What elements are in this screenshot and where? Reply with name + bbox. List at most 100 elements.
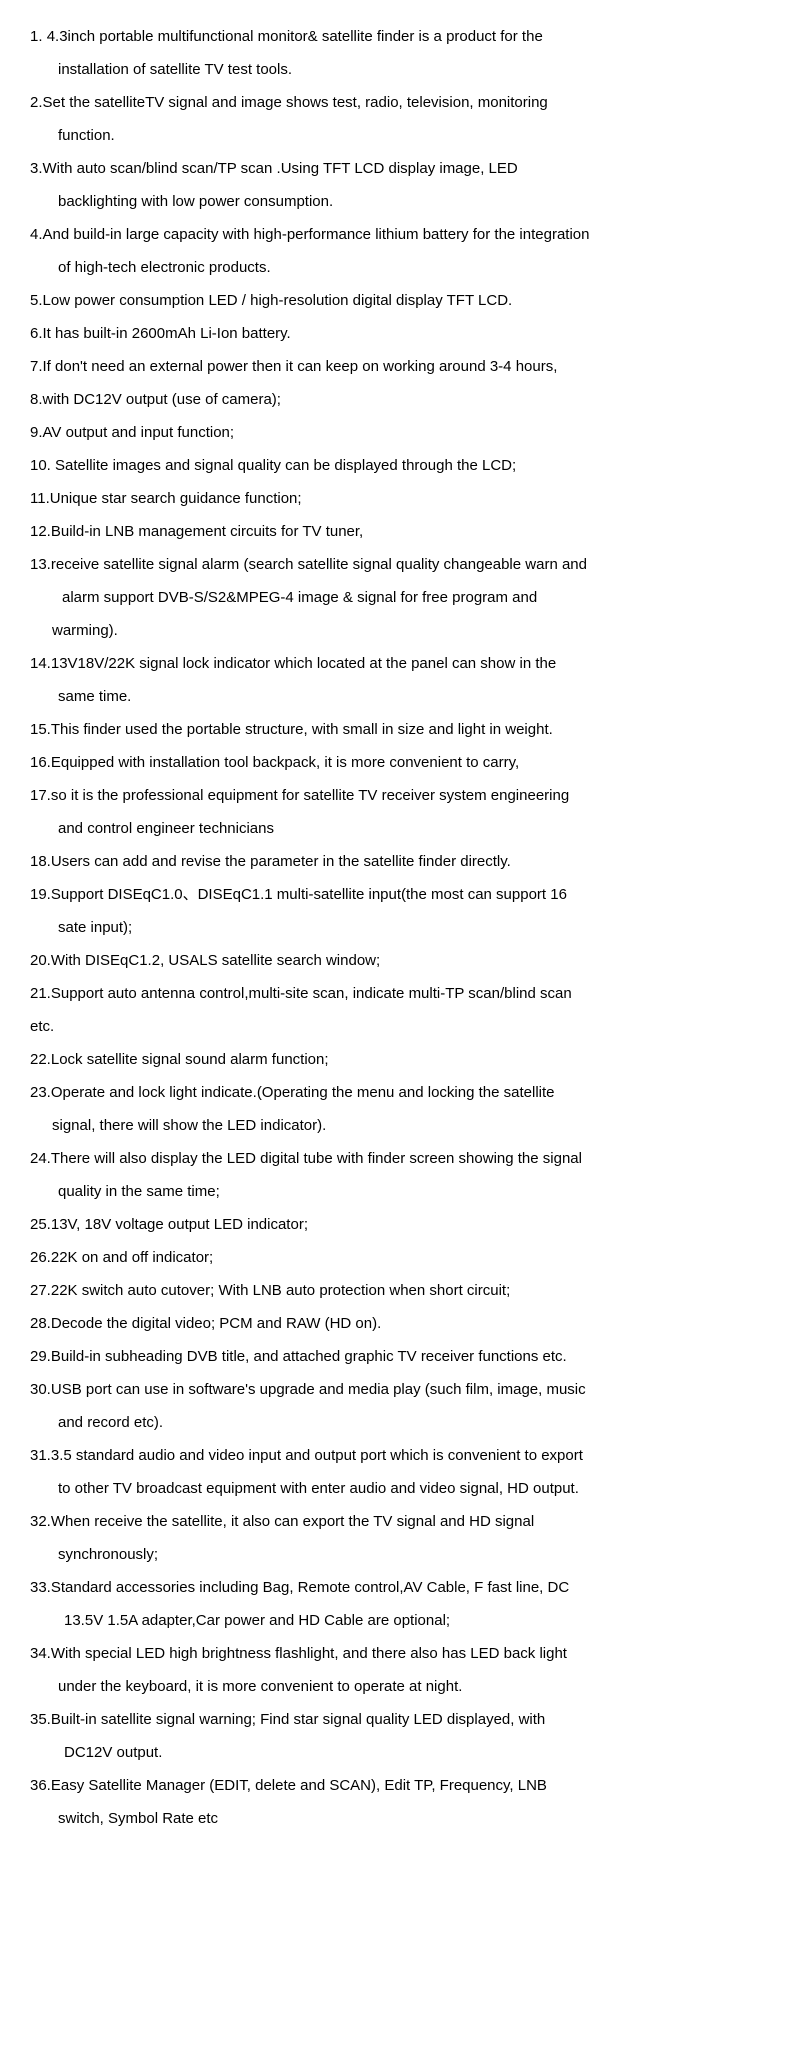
item-text: AV output and input function; (43, 424, 235, 441)
item-continuation: switch, Symbol Rate etc (30, 1802, 770, 1835)
list-item: 15.This finder used the portable structu… (30, 713, 770, 746)
list-item: 23.Operate and lock light indicate.(Oper… (30, 1076, 770, 1142)
item-number: 26. (30, 1249, 51, 1266)
item-text: With special LED high brightness flashli… (51, 1645, 567, 1662)
item-text: Support auto antenna control,multi-site … (51, 985, 572, 1002)
item-continuation: signal, there will show the LED indicato… (30, 1109, 770, 1142)
list-item: 10. Satellite images and signal quality … (30, 449, 770, 482)
list-item-firstline: 26.22K on and off indicator; (30, 1241, 770, 1274)
item-text: With auto scan/blind scan/TP scan .Using… (43, 160, 518, 177)
item-number: 2. (30, 94, 43, 111)
item-number: 11. (30, 490, 50, 507)
item-text: 4.3inch portable multifunctional monitor… (47, 28, 543, 45)
item-text: Set the satelliteTV signal and image sho… (43, 94, 548, 111)
item-text: This finder used the portable structure,… (51, 721, 553, 738)
list-item: 11.Unique star search guidance function; (30, 482, 770, 515)
list-item: 28.Decode the digital video; PCM and RAW… (30, 1307, 770, 1340)
list-item-firstline: 36.Easy Satellite Manager (EDIT, delete … (30, 1769, 770, 1802)
item-continuation: same time. (30, 680, 770, 713)
item-continuation: and record etc). (30, 1406, 770, 1439)
list-item-firstline: 18.Users can add and revise the paramete… (30, 845, 770, 878)
item-number: 5. (30, 292, 43, 309)
list-item-firstline: 16.Equipped with installation tool backp… (30, 746, 770, 779)
list-item: 24.There will also display the LED digit… (30, 1142, 770, 1208)
item-text: Low power consumption LED / high-resolut… (43, 292, 513, 309)
list-item-firstline: 29.Build-in subheading DVB title, and at… (30, 1340, 770, 1373)
list-item: 6.It has built-in 2600mAh Li-Ion battery… (30, 317, 770, 350)
item-number: 28. (30, 1315, 51, 1332)
item-text: Build-in subheading DVB title, and attac… (51, 1348, 567, 1365)
list-item-firstline: 27.22K switch auto cutover; With LNB aut… (30, 1274, 770, 1307)
item-number: 15. (30, 721, 51, 738)
list-item-firstline: 7.If don't need an external power then i… (30, 350, 770, 383)
list-item: 29.Build-in subheading DVB title, and at… (30, 1340, 770, 1373)
list-item-firstline: 20.With DISEqC1.2, USALS satellite searc… (30, 944, 770, 977)
item-continuation: under the keyboard, it is more convenien… (30, 1670, 770, 1703)
item-number: 17. (30, 787, 51, 804)
list-item-firstline: 12.Build-in LNB management circuits for … (30, 515, 770, 548)
list-item: 34.With special LED high brightness flas… (30, 1637, 770, 1703)
item-text: with DC12V output (use of camera); (43, 391, 281, 408)
list-item-firstline: 6.It has built-in 2600mAh Li-Ion battery… (30, 317, 770, 350)
list-item-firstline: 14.13V18V/22K signal lock indicator whic… (30, 647, 770, 680)
item-continuation: to other TV broadcast equipment with ent… (30, 1472, 770, 1505)
list-item: 9.AV output and input function; (30, 416, 770, 449)
item-number: 34. (30, 1645, 51, 1662)
item-text: Unique star search guidance function; (50, 490, 302, 507)
list-item: 21.Support auto antenna control,multi-si… (30, 977, 770, 1043)
item-number: 18. (30, 853, 51, 870)
list-item-firstline: 8.with DC12V output (use of camera); (30, 383, 770, 416)
item-number: 35. (30, 1711, 51, 1728)
item-text: Operate and lock light indicate.(Operati… (51, 1084, 555, 1101)
list-item: 16.Equipped with installation tool backp… (30, 746, 770, 779)
list-item-firstline: 23.Operate and lock light indicate.(Oper… (30, 1076, 770, 1109)
item-number: 4. (30, 226, 43, 243)
item-continuation: installation of satellite TV test tools. (30, 53, 770, 86)
list-item: 26.22K on and off indicator; (30, 1241, 770, 1274)
item-continuation: etc. (30, 1010, 770, 1043)
list-item-firstline: 5.Low power consumption LED / high-resol… (30, 284, 770, 317)
list-item-firstline: 15.This finder used the portable structu… (30, 713, 770, 746)
feature-list: 1. 4.3inch portable multifunctional moni… (30, 20, 770, 1835)
list-item-firstline: 35.Built-in satellite signal warning; Fi… (30, 1703, 770, 1736)
list-item-firstline: 19.Support DISEqC1.0、DISEqC1.1 multi-sat… (30, 878, 770, 911)
list-item-firstline: 34.With special LED high brightness flas… (30, 1637, 770, 1670)
item-text: USB port can use in software's upgrade a… (51, 1381, 586, 1398)
item-text: Standard accessories including Bag, Remo… (51, 1579, 569, 1596)
item-text: If don't need an external power then it … (43, 358, 558, 375)
list-item-firstline: 13.receive satellite signal alarm (searc… (30, 548, 770, 581)
list-item: 7.If don't need an external power then i… (30, 350, 770, 383)
list-item-firstline: 30.USB port can use in software's upgrad… (30, 1373, 770, 1406)
list-item: 14.13V18V/22K signal lock indicator whic… (30, 647, 770, 713)
item-continuation: DC12V output. (30, 1736, 770, 1769)
item-text: Built-in satellite signal warning; Find … (51, 1711, 545, 1728)
item-continuation: function. (30, 119, 770, 152)
item-text: 3.5 standard audio and video input and o… (51, 1447, 583, 1464)
item-continuation: sate input); (30, 911, 770, 944)
item-text: Users can add and revise the parameter i… (51, 853, 511, 870)
item-number: 8. (30, 391, 43, 408)
item-number: 7. (30, 358, 43, 375)
list-item: 8.with DC12V output (use of camera); (30, 383, 770, 416)
item-number: 16. (30, 754, 51, 771)
item-number: 27. (30, 1282, 51, 1299)
list-item-firstline: 28.Decode the digital video; PCM and RAW… (30, 1307, 770, 1340)
list-item-firstline: 25.13V, 18V voltage output LED indicator… (30, 1208, 770, 1241)
list-item-firstline: 3.With auto scan/blind scan/TP scan .Usi… (30, 152, 770, 185)
list-item: 12.Build-in LNB management circuits for … (30, 515, 770, 548)
item-number: 30. (30, 1381, 51, 1398)
item-number: 12. (30, 523, 51, 540)
list-item: 3.With auto scan/blind scan/TP scan .Usi… (30, 152, 770, 218)
item-text: Satellite images and signal quality can … (55, 457, 516, 474)
list-item: 19.Support DISEqC1.0、DISEqC1.1 multi-sat… (30, 878, 770, 944)
list-item: 5.Low power consumption LED / high-resol… (30, 284, 770, 317)
list-item: 13.receive satellite signal alarm (searc… (30, 548, 770, 647)
item-number: 14. (30, 655, 51, 672)
list-item-firstline: 33.Standard accessories including Bag, R… (30, 1571, 770, 1604)
list-item-firstline: 24.There will also display the LED digit… (30, 1142, 770, 1175)
item-continuation: warming). (30, 614, 770, 647)
list-item: 18.Users can add and revise the paramete… (30, 845, 770, 878)
item-continuation: backlighting with low power consumption. (30, 185, 770, 218)
item-text: And build-in large capacity with high-pe… (43, 226, 590, 243)
item-number: 36. (30, 1777, 51, 1794)
